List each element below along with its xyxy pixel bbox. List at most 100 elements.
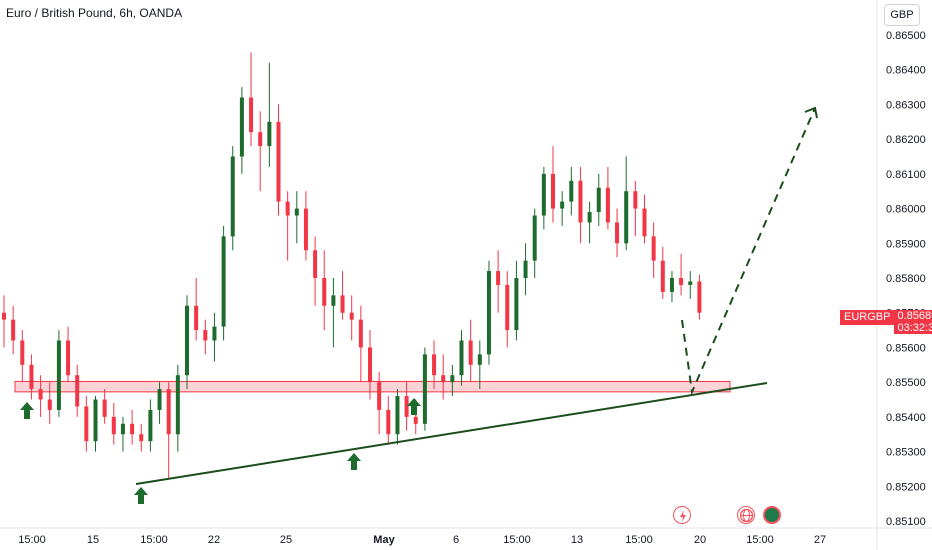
candle-body [175, 375, 180, 435]
x-tick-label: 15:00 [18, 534, 46, 546]
y-tick-label: 0.85600 [886, 342, 926, 354]
candle-body [679, 278, 684, 285]
candle-body [660, 260, 665, 292]
candle-body [221, 236, 226, 327]
candle-body [2, 312, 6, 320]
candle-body [560, 201, 565, 209]
candle-body [377, 382, 382, 410]
y-tick-label: 0.86000 [886, 204, 926, 216]
y-tick-label: 0.85800 [886, 273, 926, 285]
y-tick-label: 0.86500 [886, 30, 926, 42]
support-zone [14, 380, 731, 393]
candle-body [185, 305, 189, 376]
candle-body [130, 423, 135, 435]
candle-body [523, 260, 528, 278]
x-tick-label: 13 [571, 534, 583, 546]
y-tick-label: 0.85900 [886, 238, 926, 250]
up-arrow-icon [20, 402, 34, 419]
candle-body [276, 121, 281, 202]
x-tick-label: 15:00 [503, 534, 531, 546]
candle-body [239, 97, 244, 157]
candle-body [505, 284, 510, 331]
candle-body [432, 354, 437, 376]
candle-body [102, 399, 107, 417]
y-tick-label: 0.85200 [886, 481, 926, 493]
candle-body [358, 319, 363, 348]
plot-area [0, 0, 877, 528]
candle-body [578, 180, 583, 223]
candle-body [313, 250, 318, 278]
candle-body [11, 319, 16, 341]
y-tick-label: 0.86400 [886, 65, 926, 77]
y-tick-label: 0.86200 [886, 134, 926, 146]
candle-body [532, 215, 537, 261]
candle-body [569, 180, 574, 202]
candle-body [386, 409, 391, 435]
candle-body [66, 340, 71, 376]
candle-body [93, 399, 98, 442]
candle-body [139, 434, 144, 442]
candle-body [56, 340, 61, 410]
candle-body [541, 173, 546, 216]
flash-icon[interactable] [673, 506, 691, 524]
candle-body [258, 132, 263, 147]
candle-body [697, 281, 702, 313]
candle-body [38, 389, 43, 400]
candle-body [157, 389, 162, 410]
candle-body [651, 236, 656, 261]
candle-body [413, 416, 418, 424]
x-tick-label: 15:00 [746, 534, 774, 546]
candle-body [669, 278, 674, 292]
candle-body [551, 173, 555, 209]
candle-body [331, 295, 336, 306]
projection-path [681, 107, 816, 396]
candle-body [624, 191, 629, 244]
y-tick-label: 0.85300 [886, 447, 926, 459]
candle-body [148, 409, 153, 442]
candle-body [194, 305, 199, 331]
ascending-trendline [135, 382, 768, 485]
globe-icon[interactable] [737, 506, 755, 524]
candle-body [688, 281, 693, 285]
news-icon[interactable] [763, 506, 781, 524]
candle-body [285, 201, 290, 216]
candle-body [615, 222, 620, 244]
candle-body [633, 191, 638, 209]
candle-body [496, 271, 501, 285]
candle-body [486, 271, 491, 355]
y-tick-label: 0.85100 [886, 516, 926, 528]
price-tag: EURGBP 0.85689 03:32:38 [840, 310, 932, 334]
candle-body [120, 423, 125, 435]
x-tick-label: 27 [814, 534, 826, 546]
candle-body [267, 121, 272, 147]
currency-button[interactable]: GBP [884, 4, 920, 26]
candle-body [450, 375, 455, 383]
candle-body [395, 396, 400, 435]
chart-title: Euro / British Pound, 6h, OANDA [6, 6, 183, 20]
candle-body [422, 354, 427, 424]
candle-body [587, 212, 592, 223]
y-tick-label: 0.85400 [886, 412, 926, 424]
x-tick-label: 6 [453, 534, 459, 546]
candle-body [230, 156, 235, 237]
x-tick-label: 15:00 [140, 534, 168, 546]
candle-body [29, 364, 34, 390]
candle-body [303, 208, 308, 251]
candle-body [340, 295, 345, 313]
projection-arrowhead [804, 106, 818, 119]
candle-body [349, 312, 354, 320]
candle-body [514, 278, 519, 331]
up-arrow-icon [347, 453, 361, 470]
candle-body [459, 340, 464, 376]
candle-body [166, 389, 171, 435]
x-tick-label: May [373, 534, 395, 546]
candle-body [294, 208, 299, 216]
x-tick-label: 15 [87, 534, 99, 546]
y-tick-label: 0.85500 [886, 377, 926, 389]
candle-body [84, 406, 89, 442]
candle-body [20, 340, 25, 365]
candle-body [368, 347, 372, 383]
candle-body [642, 208, 647, 237]
candle-body [111, 416, 116, 435]
